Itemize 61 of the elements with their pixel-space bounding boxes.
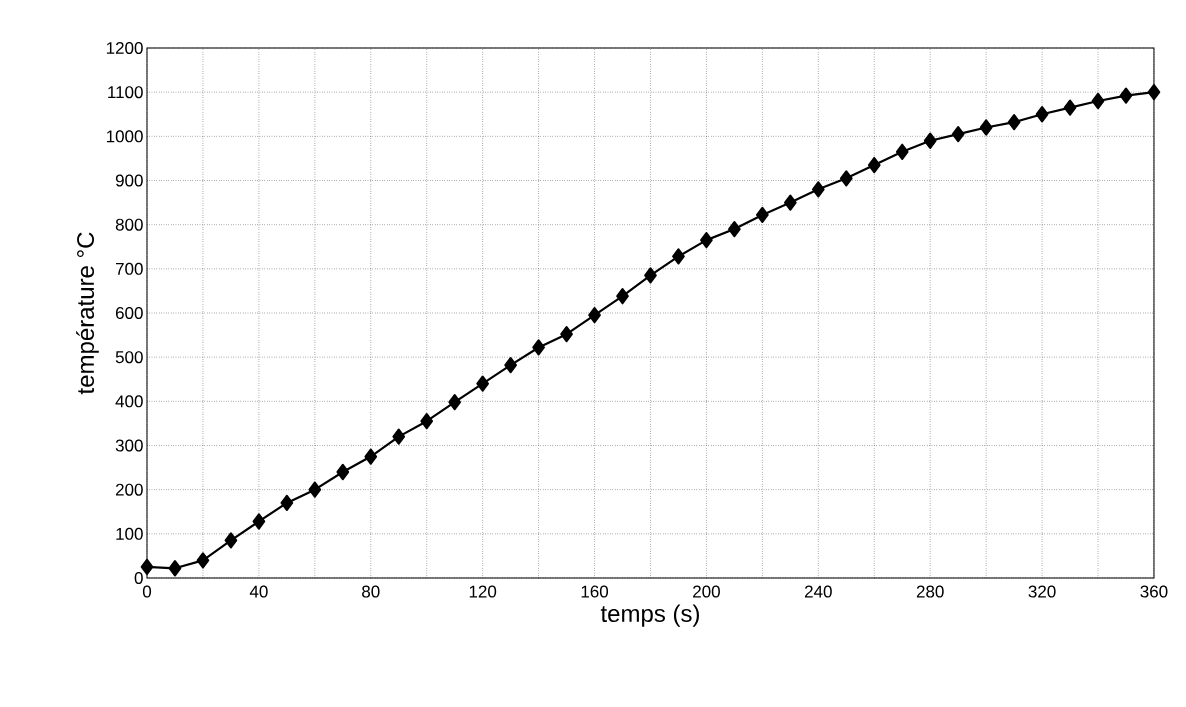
x-tick-label: 80: [362, 585, 380, 598]
point: [951, 126, 965, 143]
x-tick-label: 200: [693, 585, 720, 598]
point: [700, 232, 713, 249]
point: [420, 413, 434, 430]
point: [839, 170, 853, 187]
point: [1035, 106, 1049, 123]
x-axis-title: temps (s): [600, 604, 699, 627]
x-tick-label: 280: [916, 585, 944, 598]
y-tick-label: 1100: [108, 86, 143, 99]
y-tick-label: 100: [116, 527, 143, 540]
x-tick-label: 40: [249, 585, 268, 598]
x-tick-label: 160: [581, 585, 609, 598]
point: [308, 481, 322, 498]
point: [1147, 84, 1161, 101]
y-tick-label: 300: [115, 439, 143, 452]
point: [1119, 87, 1133, 104]
point: [867, 156, 881, 174]
point: [672, 248, 685, 265]
x-tick-label: 360: [1140, 585, 1168, 598]
point: [728, 220, 741, 238]
y-tick-label: 200: [115, 483, 143, 496]
point: [560, 326, 573, 343]
point: [280, 494, 294, 512]
point: [756, 206, 769, 224]
y-tick-label: 1200: [106, 41, 143, 55]
point: [616, 288, 629, 305]
x-tick-label: 320: [1028, 585, 1056, 598]
y-tick-label: 500: [115, 351, 143, 364]
point: [224, 532, 238, 549]
point: [1091, 92, 1105, 110]
x-tick-label: 0: [142, 585, 152, 598]
y-tick-label: 800: [115, 218, 143, 231]
point: [979, 119, 993, 136]
y-tick-label: 0: [134, 571, 143, 585]
point: [811, 181, 825, 198]
point: [644, 267, 657, 284]
point: [532, 339, 545, 356]
point: [783, 194, 797, 211]
point: [504, 357, 517, 374]
point: [588, 307, 601, 324]
y-axis-title: température °C: [76, 232, 99, 395]
point: [923, 132, 937, 149]
x-tick-label: 240: [804, 585, 832, 598]
point: [168, 560, 182, 577]
point: [196, 552, 210, 569]
y-tick-label: 900: [115, 174, 143, 187]
point: [1007, 114, 1021, 131]
y-tick-label: 1000: [106, 130, 143, 143]
point: [336, 463, 350, 481]
point: [392, 428, 406, 445]
y-tick-label: 700: [115, 262, 143, 275]
point: [476, 375, 489, 392]
point: [1063, 99, 1077, 116]
point: [252, 513, 266, 530]
y-tick-label: 400: [115, 395, 143, 408]
x-tick-label: 120: [469, 585, 497, 598]
point: [895, 143, 909, 160]
y-tick-label: 600: [115, 306, 143, 320]
point: [448, 394, 462, 411]
point: [364, 448, 378, 465]
